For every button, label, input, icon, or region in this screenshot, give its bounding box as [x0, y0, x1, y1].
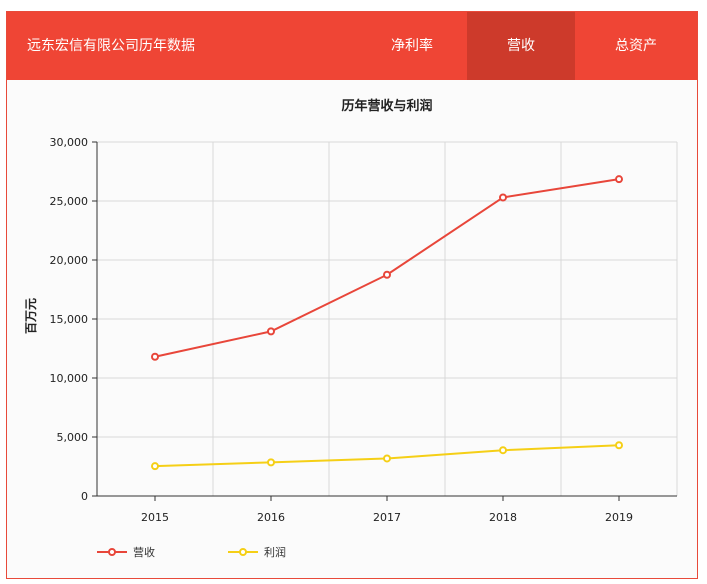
chart-panel: 远东宏信有限公司历年数据 净利率 营收 总资产 历年营收与利润 百万元 0 5,0…	[6, 11, 698, 579]
data-point	[615, 175, 623, 184]
y-axis-label: 百万元	[24, 298, 38, 334]
y-tick-label: 5,000	[57, 431, 89, 444]
series-line-0	[154, 178, 620, 358]
data-point	[383, 270, 391, 279]
y-tick-label: 20,000	[50, 254, 89, 267]
data-point	[151, 462, 159, 471]
y-tick-label: 25,000	[50, 195, 89, 208]
x-tick-label: 2017	[373, 511, 401, 524]
y-tick-label: 10,000	[50, 372, 89, 385]
grid-lines	[97, 141, 678, 496]
data-point	[615, 441, 623, 450]
data-point	[499, 446, 507, 455]
tab-total-assets[interactable]: 总资产	[615, 38, 657, 54]
tab-revenue[interactable]: 营收	[467, 12, 575, 80]
data-point	[499, 193, 507, 202]
legend-marker-1	[239, 548, 247, 556]
y-tick-labels: 0 5,000 10,000 15,000 20,000 25,000 30,000	[50, 136, 89, 503]
y-tick-label: 15,000	[50, 313, 89, 326]
header-bar: 远东宏信有限公司历年数据 净利率 营收 总资产	[7, 12, 697, 80]
series-layer	[151, 175, 623, 471]
x-tick-label: 2019	[605, 511, 633, 524]
legend-label-1: 利润	[264, 545, 286, 559]
axes	[92, 141, 677, 501]
metric-tabs: 净利率 营收 总资产	[357, 12, 697, 80]
y-tick-label: 30,000	[50, 136, 89, 149]
y-tick-label: 0	[81, 490, 88, 503]
line-chart: 历年营收与利润 百万元 0 5,000 10,000 15,000 20,000 25,0…	[24, 98, 678, 559]
x-tick-label: 2016	[257, 511, 285, 524]
chart-title: 历年营收与利润	[341, 98, 432, 114]
data-point	[151, 352, 159, 361]
x-tick-label: 2015	[141, 511, 169, 524]
data-point	[383, 454, 391, 463]
data-point	[267, 327, 275, 336]
tab-net-margin[interactable]: 净利率	[391, 38, 433, 54]
legend: 营收 利润	[97, 545, 286, 559]
legend-marker-0	[108, 548, 116, 556]
x-tick-labels: 2015 2016 2017 2018 2019	[141, 511, 633, 524]
x-tick-label: 2018	[489, 511, 517, 524]
company-title: 远东宏信有限公司历年数据	[27, 38, 195, 54]
data-point	[267, 458, 275, 467]
legend-label-0: 营收	[133, 545, 155, 559]
